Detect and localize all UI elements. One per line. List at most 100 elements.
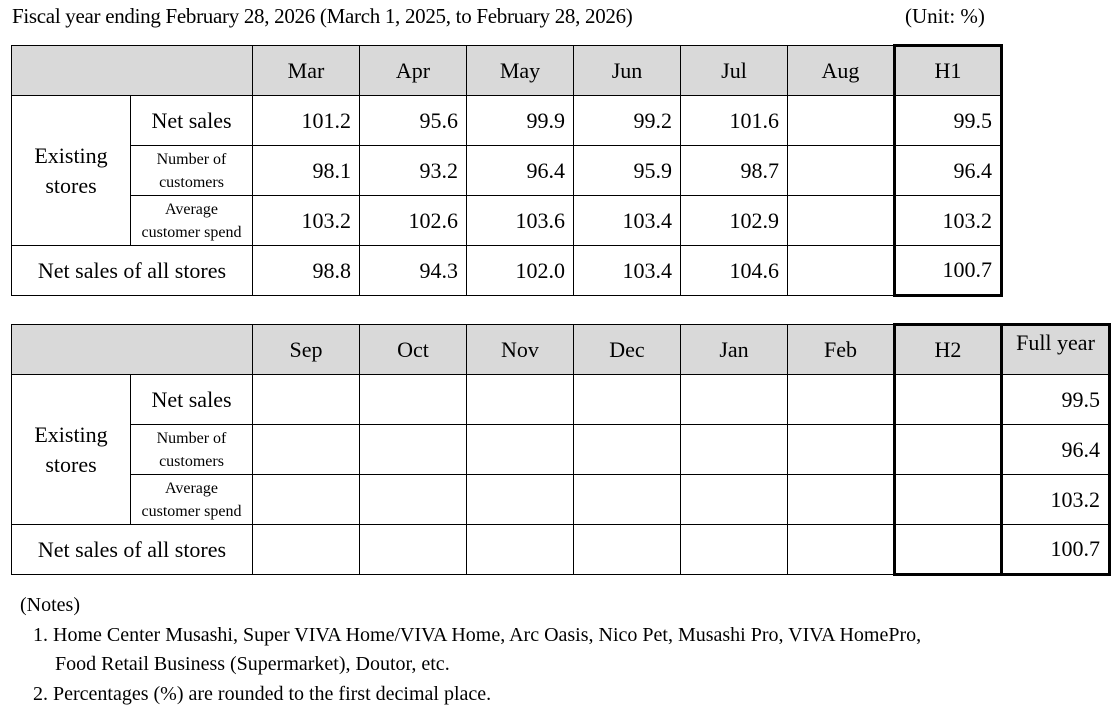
h1-cell: 96.4: [893, 145, 1003, 196]
month-header: Mar: [252, 45, 360, 96]
group-label-line: stores: [45, 451, 97, 477]
data-cell: 103.4: [573, 245, 681, 296]
data-cell: [787, 95, 895, 146]
full-year-cell: 99.5: [1000, 374, 1111, 425]
note-item-continuation: Food Retail Business (Supermarket), Dout…: [55, 653, 450, 675]
data-cell: 103.2: [252, 195, 360, 246]
h1-cell: 99.5: [893, 95, 1003, 146]
row-label-customers: Number of customers: [130, 145, 253, 196]
table-row: Number of customers 98.1 93.2 96.4 95.9 …: [12, 145, 1003, 196]
h2-cell: [893, 474, 1003, 525]
h2-cell: [893, 424, 1003, 475]
month-header: Jul: [680, 45, 788, 96]
month-header: Jun: [573, 45, 681, 96]
group-label-line: stores: [45, 172, 97, 198]
table-row: Existing stores Net sales 99.5: [11, 374, 1111, 525]
month-header: Apr: [359, 45, 467, 96]
h2-header: H2: [893, 323, 1003, 375]
data-cell: 99.2: [573, 95, 681, 146]
row-label-net-sales: Net sales: [130, 95, 253, 146]
group-label-line: Existing: [34, 142, 108, 168]
data-cell: [252, 374, 360, 425]
data-cell: [573, 424, 681, 475]
data-cell: [573, 524, 681, 575]
h2-cell: [893, 524, 1003, 576]
existing-stores-label: Existing stores: [11, 95, 131, 246]
table-row: Average customer spend 103.2 102.6 103.6…: [12, 195, 1003, 246]
unit-label: (Unit: %): [905, 4, 985, 28]
table-row: Existing stores Net sales 101.2 95.6 99.…: [11, 95, 1003, 246]
report-title: Fiscal year ending February 28, 2026 (Ma…: [12, 4, 633, 28]
month-header: Jan: [680, 324, 788, 375]
data-cell: [787, 424, 895, 475]
month-header: Aug: [787, 45, 895, 96]
table-row: Net sales of all stores 100.7: [11, 524, 1111, 576]
data-cell: [787, 245, 895, 296]
data-cell: 103.6: [466, 195, 574, 246]
row-label-avg-spend: Average customer spend: [130, 474, 253, 525]
data-cell: 99.9: [466, 95, 574, 146]
row-label-all-stores: Net sales of all stores: [11, 524, 253, 575]
row-label-net-sales: Net sales: [130, 374, 253, 425]
row-label-line: customer spend: [141, 223, 242, 241]
month-header: Sep: [252, 324, 360, 375]
data-cell: 101.2: [252, 95, 360, 146]
data-cell: [466, 474, 574, 525]
data-cell: [466, 374, 574, 425]
first-half-table: Mar Apr May Jun Jul Aug H1 Existing stor…: [11, 44, 1003, 297]
data-cell: [787, 524, 895, 575]
data-cell: [787, 374, 895, 425]
full-year-header: Full year: [1000, 323, 1111, 375]
data-cell: [359, 474, 467, 525]
month-header: May: [466, 45, 574, 96]
data-cell: [787, 474, 895, 525]
header-blank-cell: [11, 324, 253, 375]
data-cell: [359, 524, 467, 575]
data-cell: 95.6: [359, 95, 467, 146]
data-cell: [573, 374, 681, 425]
data-cell: [680, 424, 788, 475]
note-item: 2. Percentages (%) are rounded to the fi…: [33, 682, 492, 705]
full-year-cell: 96.4: [1000, 424, 1111, 475]
data-cell: [252, 474, 360, 525]
header-blank-cell: [11, 45, 253, 96]
data-cell: 102.9: [680, 195, 788, 246]
data-cell: [680, 474, 788, 525]
full-year-cell: 103.2: [1000, 474, 1111, 525]
row-label-avg-spend: Average customer spend: [130, 195, 253, 246]
month-header: Feb: [787, 324, 895, 375]
data-cell: 95.9: [573, 145, 681, 196]
row-label-line: Average: [165, 200, 218, 218]
notes-section: (Notes) 1. Home Center Musashi, Super VI…: [20, 591, 921, 709]
data-cell: [466, 524, 574, 575]
note-item: 1. Home Center Musashi, Super VIVA Home/…: [33, 623, 922, 646]
data-cell: [252, 524, 360, 575]
h1-header: H1: [893, 44, 1003, 96]
data-cell: 93.2: [359, 145, 467, 196]
data-cell: [787, 195, 895, 246]
notes-heading: (Notes): [20, 594, 80, 616]
row-label-all-stores: Net sales of all stores: [11, 245, 253, 296]
data-cell: 104.6: [680, 245, 788, 296]
month-header: Nov: [466, 324, 574, 375]
h1-cell: 103.2: [893, 195, 1003, 246]
full-year-cell: 100.7: [1000, 524, 1111, 576]
row-label-line: Number of: [156, 429, 227, 447]
table-row: Average customer spend 103.2: [12, 474, 1111, 525]
second-half-table: Sep Oct Nov Dec Jan Feb H2 Full year Exi…: [11, 323, 1111, 576]
table-header-row: Mar Apr May Jun Jul Aug H1: [11, 44, 1003, 96]
table-row: Net sales of all stores 98.8 94.3 102.0 …: [11, 245, 1003, 297]
data-cell: [573, 474, 681, 525]
data-cell: 103.4: [573, 195, 681, 246]
row-label-line: customers: [159, 452, 224, 470]
data-cell: 98.8: [252, 245, 360, 296]
data-cell: [252, 424, 360, 475]
data-cell: 96.4: [466, 145, 574, 196]
month-header: Dec: [573, 324, 681, 375]
data-cell: 98.1: [252, 145, 360, 196]
row-label-line: Number of: [156, 150, 227, 168]
data-cell: 102.6: [359, 195, 467, 246]
data-cell: [680, 524, 788, 575]
month-header: Oct: [359, 324, 467, 375]
data-cell: 94.3: [359, 245, 467, 296]
